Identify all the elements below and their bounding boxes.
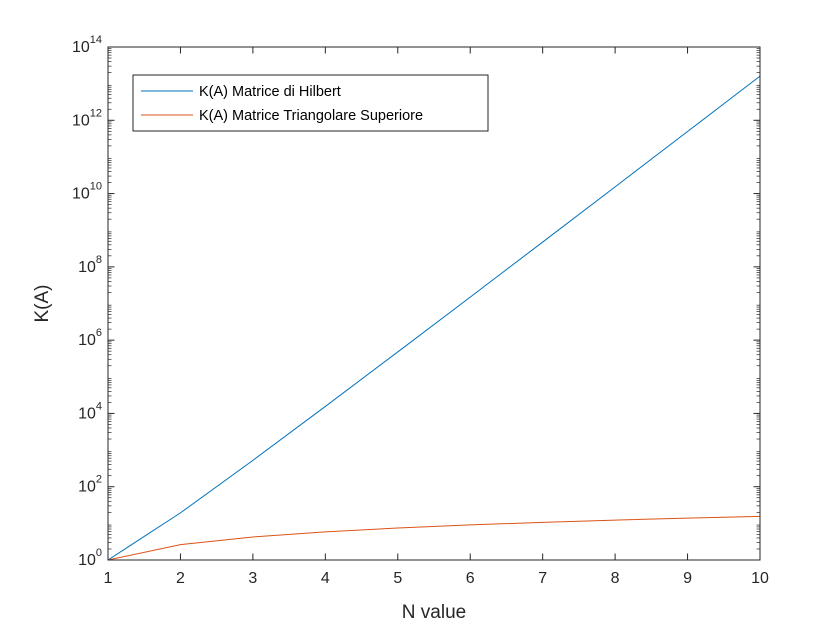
ticks-layer: 1 2 3 4 5 6 7 8 9 10 100 102 104 106 108 1010 1012 1014 xyxy=(72,34,769,587)
x-tick-label: 4 xyxy=(321,570,330,587)
y-tick-label: 108 xyxy=(78,254,102,276)
y-tick-label: 104 xyxy=(78,400,102,422)
x-tick-label: 8 xyxy=(611,570,620,587)
series-line-1 xyxy=(107,75,761,561)
y-axis-label: K(A) xyxy=(32,285,53,323)
x-tick-label: 10 xyxy=(751,570,769,587)
y-tick-label: 1012 xyxy=(72,107,102,129)
legend: K(A) Matrice di Hilbert K(A) Matrice Tria… xyxy=(132,74,489,132)
axes-box xyxy=(107,46,761,561)
y-tick-label: 100 xyxy=(78,547,102,569)
y-tick-label: 1014 xyxy=(72,34,102,56)
x-tick-label: 2 xyxy=(176,570,185,587)
legend-box xyxy=(132,74,489,132)
x-tick-label: 5 xyxy=(393,570,402,587)
x-tick-label: 6 xyxy=(466,570,475,587)
legend-label: K(A) Matrice di Hilbert xyxy=(199,84,341,100)
y-tick-label: 102 xyxy=(78,474,102,496)
y-tick-label: 1010 xyxy=(72,181,102,203)
series-layer xyxy=(107,75,761,561)
x-tick-label: 7 xyxy=(538,570,547,587)
x-axis-label: N value xyxy=(402,602,466,623)
x-tick-label: 1 xyxy=(104,570,113,587)
x-tick-label: 3 xyxy=(248,570,257,587)
legend-label: K(A) Matrice Triangolare Superiore xyxy=(199,108,423,124)
y-tick-label: 106 xyxy=(78,327,102,349)
x-tick-label: 9 xyxy=(683,570,692,587)
series-line-2 xyxy=(107,515,761,561)
